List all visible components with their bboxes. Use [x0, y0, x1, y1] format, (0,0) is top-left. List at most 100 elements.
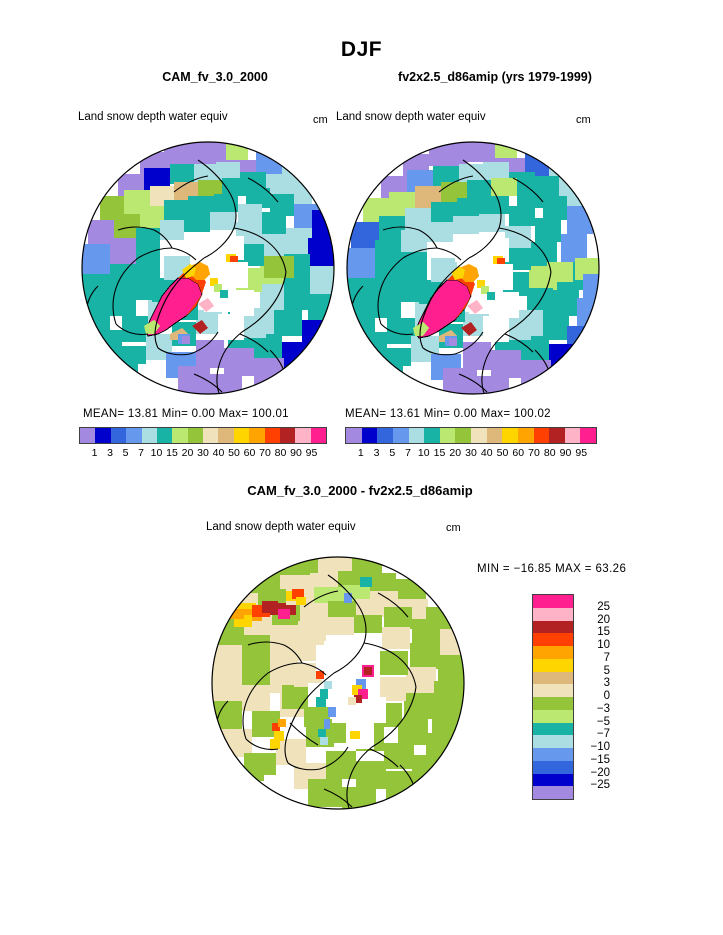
tick-label: 30 [465, 447, 477, 459]
tick-label: 20 [449, 447, 462, 459]
colorbar-cell [533, 786, 573, 799]
colorbar-cell [95, 428, 111, 443]
colorbar-cell [533, 646, 573, 659]
left-panel-stats: MEAN= 13.81 Min= 0.00 Max= 100.01 [83, 408, 289, 420]
tick-label: 1 [357, 447, 364, 459]
colorbar-cell [533, 773, 573, 787]
tick-label: −25 [590, 779, 610, 792]
tick-label: 3 [373, 447, 380, 459]
left-colorbar-swatches [79, 427, 327, 444]
tick-label: −3 [596, 702, 610, 715]
colorbar-cell [110, 428, 127, 443]
colorbar-cell [533, 607, 573, 621]
colorbar-cell [249, 428, 265, 443]
difference-minmax-text: MIN = −16.85 MAX = 63.26 [477, 563, 627, 575]
colorbar-cell [533, 633, 573, 646]
colorbar-cell [346, 428, 362, 443]
colorbar-cell [203, 428, 219, 443]
right-colorbar-ticklabels: 1 3 5 7 10 15 20 30 40 50 60 70 80 90 95 [345, 447, 597, 463]
colorbar-cell [533, 620, 573, 634]
right-colorbar-swatches [345, 427, 597, 444]
tick-label: 7 [405, 447, 411, 459]
tick-label: 3 [107, 447, 113, 459]
colorbar-cell [408, 428, 425, 443]
tick-label: 70 [259, 447, 271, 459]
tick-label: 40 [480, 447, 493, 459]
left-panel-unit-label: cm [313, 114, 328, 126]
tick-label: 1 [91, 447, 98, 459]
tick-label: 50 [496, 447, 509, 459]
tick-label: 90 [290, 447, 302, 459]
tick-label: 95 [305, 447, 318, 459]
colorbar-cell [218, 428, 234, 443]
colorbar-cell [187, 428, 203, 443]
colorbar-cell [533, 748, 573, 761]
colorbar-cell [533, 735, 573, 748]
right-panel-variable-label: Land snow depth water equiv [336, 111, 486, 123]
tick-label: −10 [590, 741, 610, 753]
tick-label: 90 [559, 447, 572, 459]
colorbar-cell [533, 671, 573, 685]
difference-polar-map[interactable] [208, 553, 468, 813]
tick-label: 10 [150, 447, 163, 459]
right-panel-stats: MEAN= 13.61 Min= 0.00 Max= 100.02 [345, 408, 551, 420]
tick-label: 30 [197, 447, 209, 459]
tick-label: 95 [575, 447, 588, 459]
difference-colorbar[interactable]: 25 20 15 10 7 5 3 0 −3 −5 −7 −10 −15 −20… [532, 594, 622, 800]
colorbar-cell [424, 428, 440, 443]
colorbar-cell [580, 428, 596, 443]
tick-label: −15 [590, 753, 610, 766]
colorbar-cell [564, 428, 581, 443]
difference-panel-title: CAM_fv_3.0_2000 - fv2x2.5_d86amip [247, 483, 473, 498]
left-polar-map[interactable] [78, 138, 338, 398]
colorbar-cell [533, 428, 550, 443]
colorbar-cell [533, 684, 573, 697]
colorbar-cell [533, 658, 573, 672]
colorbar-cell [533, 595, 573, 608]
colorbar-cell [310, 428, 326, 443]
tick-label: 7 [603, 651, 610, 664]
colorbar-cell [295, 428, 311, 443]
left-colorbar[interactable]: 1 3 5 7 10 15 20 30 40 50 60 70 80 90 95 [79, 427, 327, 463]
colorbar-cell [126, 428, 142, 443]
colorbar-cell [502, 428, 518, 443]
tick-label: 60 [243, 447, 256, 459]
colorbar-cell [486, 428, 503, 443]
left-panel-variable-label: Land snow depth water equiv [78, 111, 228, 123]
tick-label: 10 [597, 639, 610, 651]
right-panel-unit-label: cm [576, 114, 591, 126]
colorbar-cell [233, 428, 250, 443]
tick-label: 15 [597, 626, 610, 639]
colorbar-cell [141, 428, 157, 443]
tick-label: −5 [596, 715, 610, 728]
difference-panel-variable-label: Land snow depth water equiv [206, 521, 356, 533]
left-panel-title: CAM_fv_3.0_2000 [162, 70, 268, 84]
colorbar-cell [377, 428, 393, 443]
colorbar-cell [361, 428, 378, 443]
tick-label: 0 [603, 690, 610, 702]
colorbar-cell [172, 428, 188, 443]
tick-label: 20 [597, 613, 610, 626]
tick-label: 25 [597, 600, 610, 613]
colorbar-cell [533, 722, 573, 736]
right-polar-map[interactable] [343, 138, 603, 398]
colorbar-cell [264, 428, 280, 443]
tick-label: 40 [212, 447, 225, 459]
tick-label: 50 [228, 447, 240, 459]
tick-label: 5 [389, 447, 396, 459]
colorbar-cell [549, 428, 565, 443]
colorbar-cell [392, 428, 409, 443]
colorbar-cell [471, 428, 487, 443]
colorbar-cell [279, 428, 296, 443]
tick-label: 80 [543, 447, 556, 459]
colorbar-cell [533, 697, 573, 710]
colorbar-cell [156, 428, 173, 443]
tick-label: 10 [417, 447, 430, 459]
tick-label: 60 [512, 447, 525, 459]
colorbar-cell [533, 760, 573, 774]
colorbar-cell [439, 428, 456, 443]
tick-label: 7 [138, 447, 144, 459]
colorbar-cell [533, 709, 573, 723]
tick-label: 15 [166, 447, 178, 459]
right-colorbar[interactable]: 1 3 5 7 10 15 20 30 40 50 60 70 80 90 95 [345, 427, 597, 463]
